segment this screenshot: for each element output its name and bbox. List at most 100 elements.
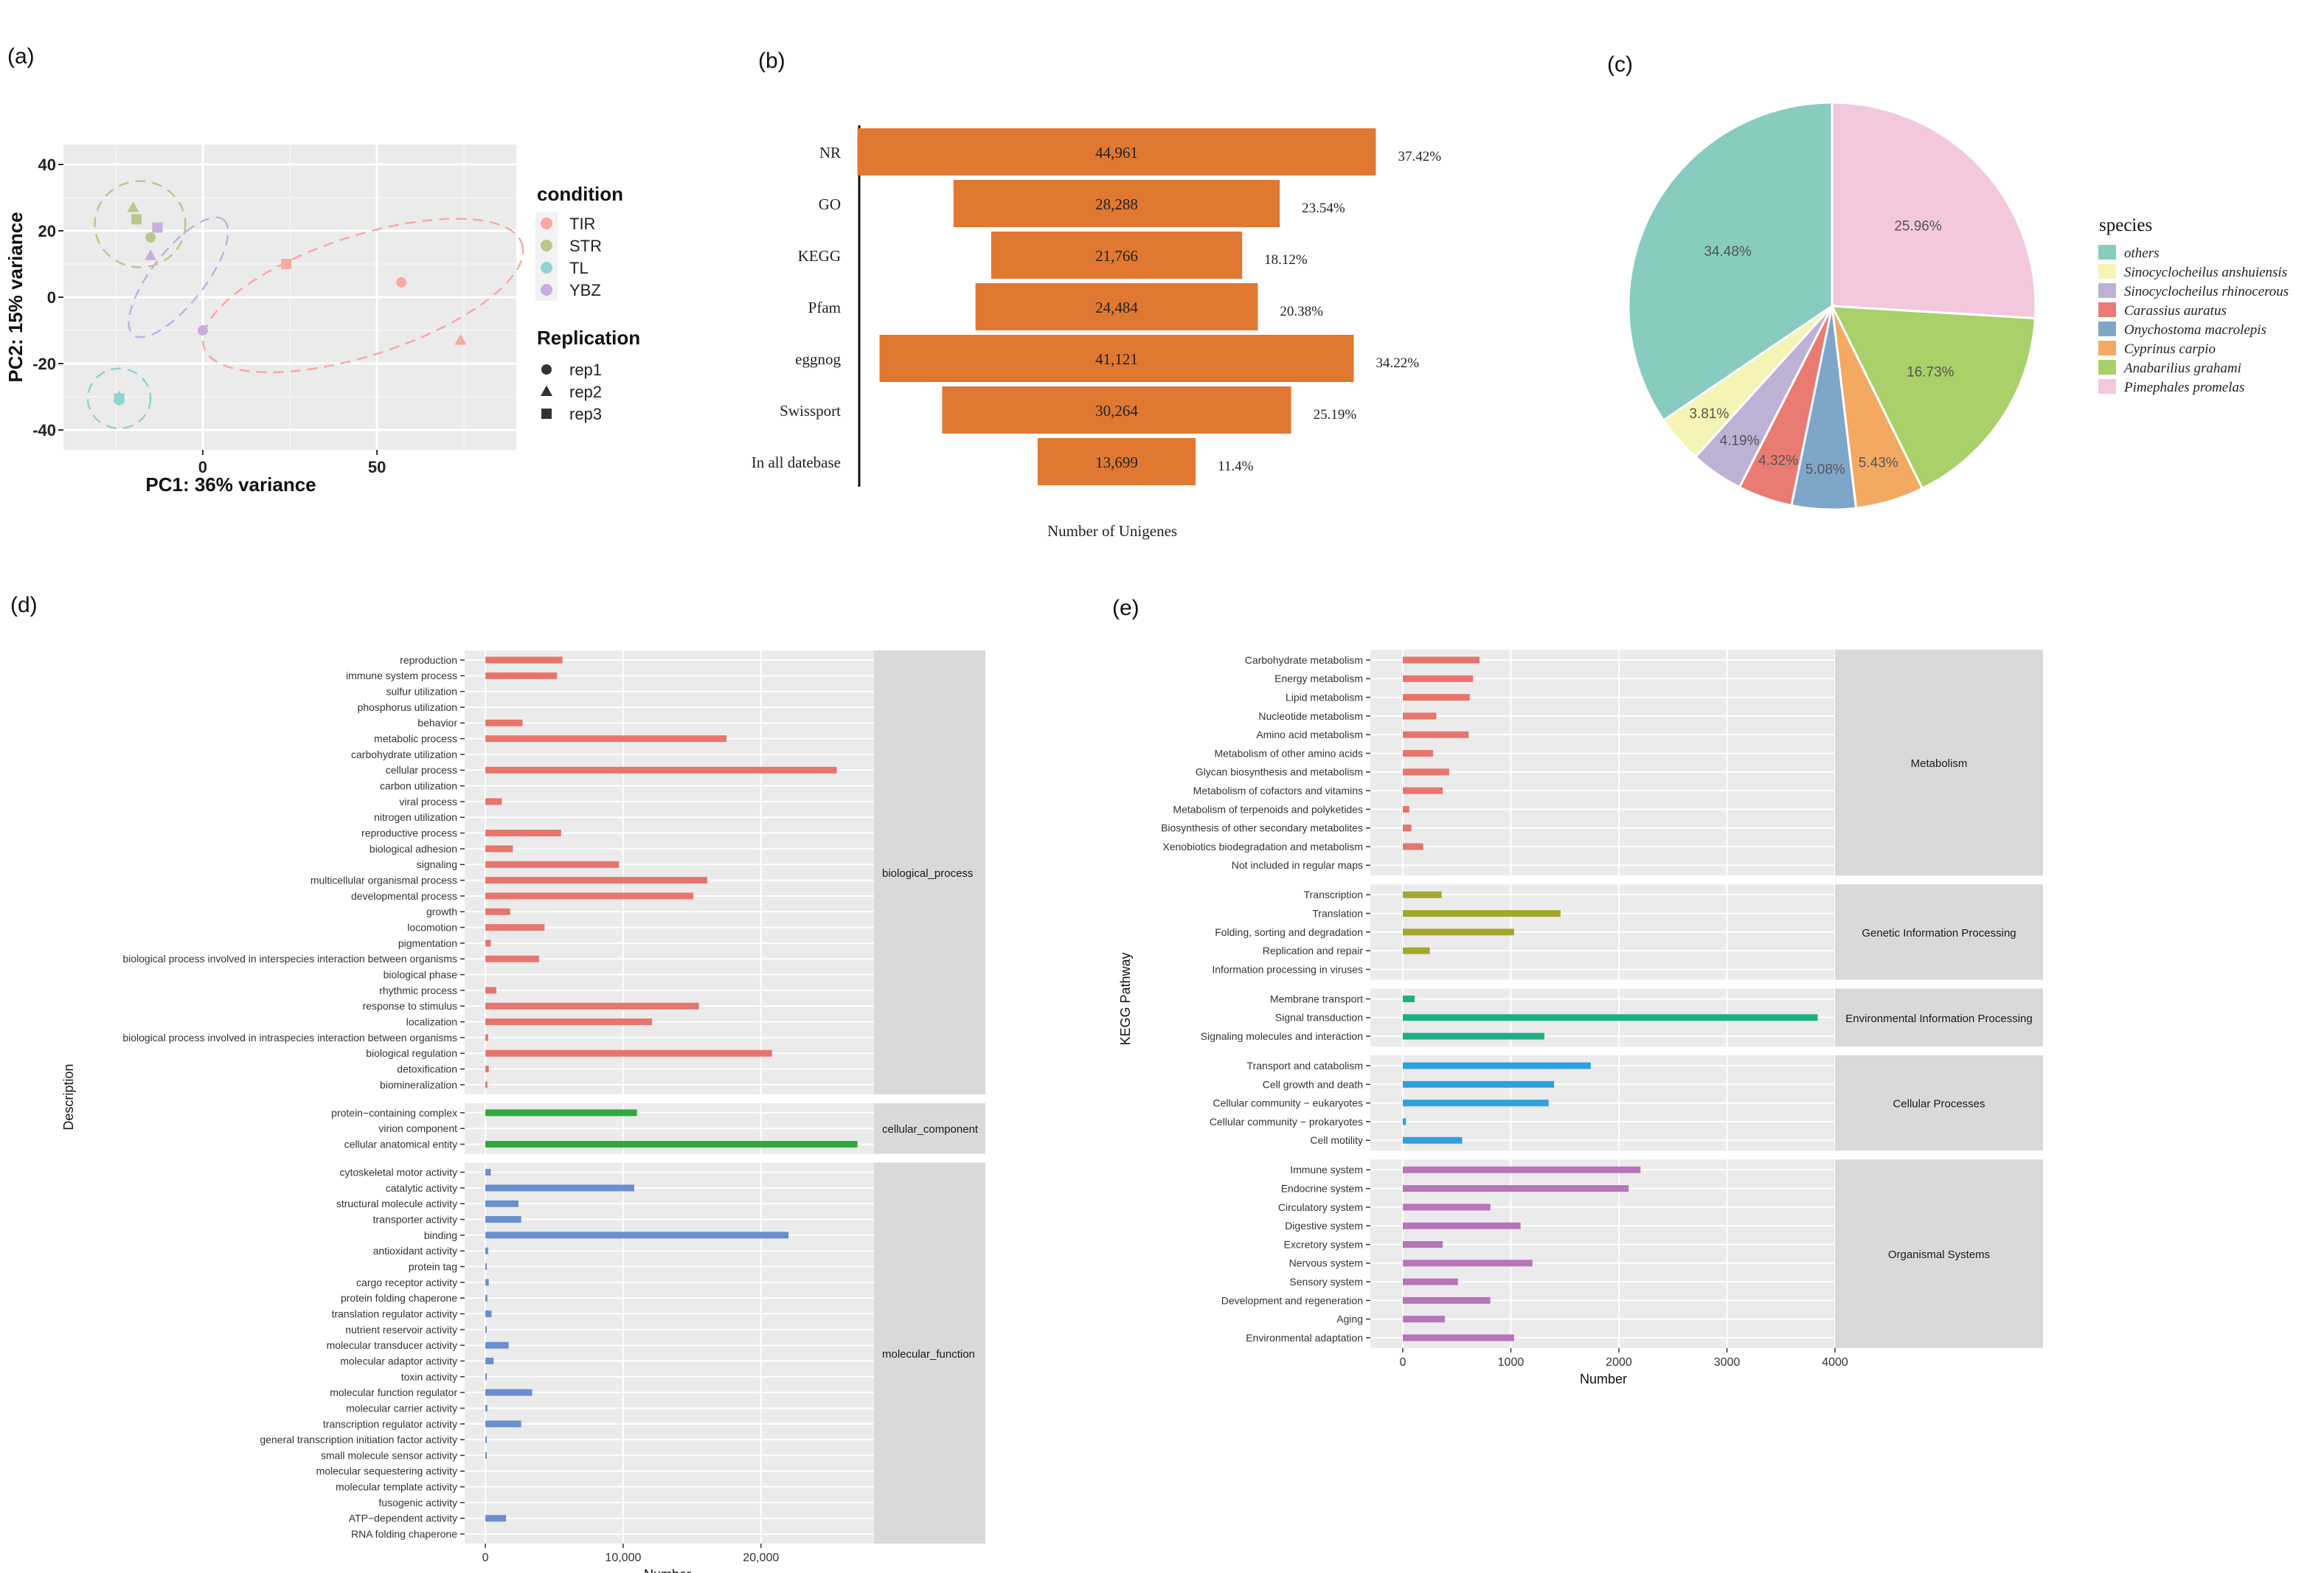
- bar-folding-sorting-and-degradation: [1402, 928, 1514, 936]
- bar-molecular-transducer-activity: [485, 1341, 509, 1349]
- facet-strip-environmental-information-processing: [1835, 988, 2043, 1047]
- point-tl-rep3: [114, 393, 125, 404]
- category-label: small molecule sensor activity: [321, 1449, 457, 1461]
- bar-nr: [857, 128, 1376, 176]
- category-label: molecular adaptor activity: [340, 1355, 457, 1367]
- bar-development-and-regeneration: [1402, 1296, 1491, 1304]
- bar-toxin-activity: [485, 1373, 488, 1381]
- legend-label-tir: TIR: [569, 215, 595, 233]
- category-label: cytoskeletal motor activity: [340, 1166, 458, 1178]
- facet-strip-label: Environmental Information Processing: [1845, 1013, 2032, 1025]
- category-label: Sensory system: [1289, 1276, 1363, 1288]
- category-label: molecular carrier activity: [346, 1402, 457, 1414]
- pca-y-tick-label: 40: [38, 156, 56, 174]
- pca-y-tick-label: 20: [38, 222, 56, 240]
- legend-key-tl: [541, 262, 552, 274]
- pie-legend-label-sinocyclocheilus-anshuiensis: Sinocyclocheilus anshuiensis: [2124, 265, 2287, 280]
- category-label: protein tag: [409, 1260, 457, 1272]
- bar-cellular-process: [485, 766, 837, 774]
- panel-label-b: (b): [758, 49, 785, 73]
- bar-x-axis-title: Number of Unigenes: [1047, 522, 1177, 540]
- bar-translation: [1402, 910, 1561, 917]
- bar-excretory-system: [1402, 1241, 1443, 1248]
- bar-category-label: GO: [819, 195, 841, 213]
- bar-nutrient-reservoir-activity: [485, 1326, 488, 1333]
- bar-translation-regulator-activity: [485, 1310, 492, 1318]
- pie-label-onychostoma-macrolepis: 5.08%: [1806, 462, 1845, 478]
- pca-x-axis-title: PC1: 36% variance: [145, 473, 316, 496]
- category-label: biomineralization: [380, 1079, 457, 1091]
- category-label: nutrient reservoir activity: [345, 1324, 457, 1336]
- category-label: Translation: [1312, 908, 1363, 920]
- category-label: detoxification: [397, 1063, 457, 1074]
- bar-developmental-process: [485, 892, 694, 900]
- category-label: protein−containing complex: [331, 1107, 457, 1119]
- facet-panel-molecular-function: [465, 1162, 874, 1544]
- bar-protein-folding-chaperone: [485, 1294, 488, 1302]
- category-label: Cellular community − prokaryotes: [1210, 1116, 1363, 1128]
- facet-x-axis-title: Number: [1580, 1372, 1627, 1386]
- bar-signaling-molecules-and-interaction: [1402, 1032, 1544, 1040]
- category-label: transcription regulator activity: [323, 1418, 457, 1430]
- bar-metabolism-of-terpenoids-and-polyketides: [1402, 805, 1409, 813]
- bar-eggnog: [879, 335, 1354, 382]
- category-label: Cellular community − eukaryotes: [1213, 1097, 1363, 1109]
- category-label: viral process: [399, 796, 457, 808]
- category-label: Excretory system: [1284, 1238, 1363, 1250]
- ellipse-ybz: [128, 216, 229, 338]
- bar-environmental-adaptation: [1402, 1334, 1514, 1341]
- bar-pigmentation: [485, 940, 491, 947]
- bar-cell-growth-and-death: [1402, 1080, 1555, 1088]
- bar-percent-label: 18.12%: [1264, 252, 1308, 268]
- bar-percent-label: 23.54%: [1302, 201, 1345, 216]
- category-label: pigmentation: [398, 937, 457, 949]
- pca-y-axis-title: PC2: 15% variance: [4, 212, 27, 382]
- bar-go: [953, 180, 1280, 227]
- facet-strip-metabolism: [1835, 650, 2043, 876]
- bar-sensory-system: [1402, 1278, 1458, 1285]
- bar-membrane-transport: [1402, 996, 1415, 1002]
- ellipse-tl: [86, 367, 152, 429]
- point-tir-rep2: [454, 334, 467, 345]
- bar-growth: [485, 908, 510, 915]
- bar-cellular-community-prokaryotes: [1402, 1118, 1406, 1125]
- bar-small-molecule-sensor-activity: [485, 1452, 488, 1459]
- category-label: Glycan biosynthesis and metabolism: [1196, 766, 1363, 778]
- point-str-rep3: [131, 214, 142, 225]
- category-label: behavior: [417, 717, 457, 729]
- category-label: Folding, sorting and degradation: [1215, 926, 1363, 938]
- bar-detoxification: [485, 1066, 489, 1073]
- point-str-rep1: [145, 232, 156, 243]
- bar-category-label: Pfam: [808, 299, 841, 316]
- pie-legend-key-others: [2098, 245, 2116, 260]
- legend-label-rep3: rep3: [569, 405, 602, 423]
- category-label: immune system process: [346, 670, 457, 681]
- facet-panel-metabolism: [1370, 650, 1835, 876]
- pie-legend-label-pimephales-promelas: Pimephales promelas: [2123, 380, 2244, 395]
- category-label: molecular function regulator: [330, 1386, 457, 1398]
- bar-category-label: In all datebase: [752, 454, 841, 471]
- category-label: biological process involved in intraspec…: [122, 1032, 457, 1044]
- category-label: nitrogen utilization: [374, 811, 457, 823]
- bar-kegg: [991, 232, 1243, 279]
- bar-atp-dependent-activity: [485, 1515, 507, 1522]
- facet-x-tick-label: 0: [1400, 1356, 1406, 1369]
- pie-label-others: 34.48%: [1704, 244, 1752, 260]
- bar-cargo-receptor-activity: [485, 1279, 489, 1286]
- bar-percent-label: 34.22%: [1376, 355, 1419, 371]
- bar-biosynthesis-of-other-secondary-metabolites: [1402, 824, 1412, 832]
- category-label: Transport and catabolism: [1247, 1060, 1363, 1072]
- bar-category-label: eggnog: [795, 350, 841, 368]
- category-label: Digestive system: [1285, 1220, 1363, 1232]
- bar-multicellular-organismal-process: [485, 877, 707, 884]
- ellipse-str: [94, 180, 187, 268]
- pie-legend-key-sinocyclocheilus-anshuiensis: [2098, 264, 2116, 279]
- bar-structural-molecule-activity: [485, 1200, 518, 1207]
- pca-x-tick-label: 0: [198, 458, 207, 476]
- legend-key-rep1: [541, 364, 552, 375]
- panel-label-a: (a): [7, 44, 35, 69]
- bar-viral-process: [485, 798, 502, 805]
- bar-transport-and-catabolism: [1402, 1062, 1591, 1069]
- category-label: biological adhesion: [370, 843, 457, 855]
- point-tir-rep3: [281, 259, 292, 269]
